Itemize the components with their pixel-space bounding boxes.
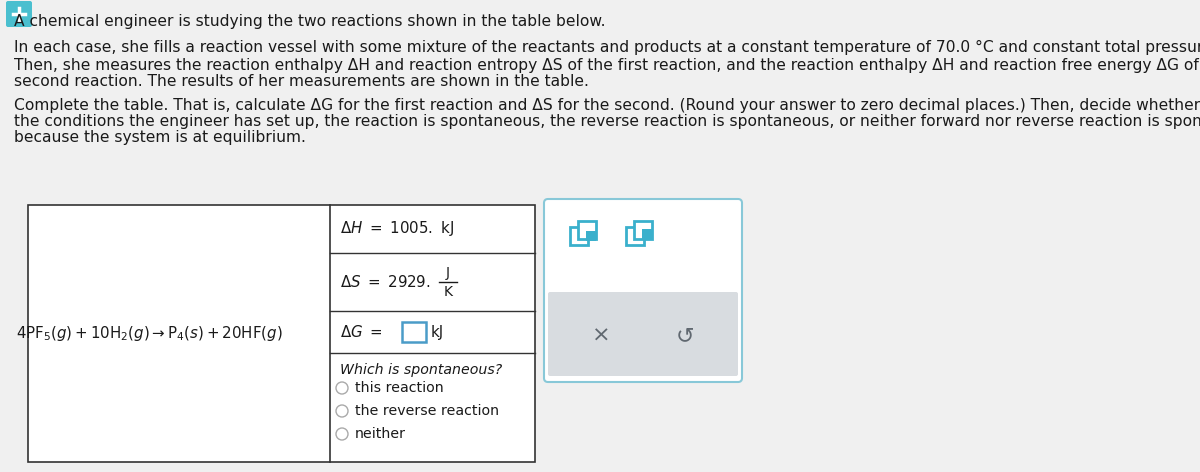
Text: ×: × — [592, 326, 611, 346]
Text: second reaction. The results of her measurements are shown in the table.: second reaction. The results of her meas… — [14, 74, 589, 89]
Text: J: J — [446, 266, 450, 280]
Text: $\Delta S\ =\ 2929.$: $\Delta S\ =\ 2929.$ — [340, 274, 431, 290]
Bar — [586, 231, 596, 241]
Bar — [402, 322, 426, 342]
Bar — [570, 227, 588, 245]
Text: this reaction: this reaction — [355, 381, 444, 395]
Text: ↺: ↺ — [676, 326, 694, 346]
Bar — [634, 221, 652, 239]
Circle shape — [336, 428, 348, 440]
Text: Complete the table. That is, calculate ΔG for the first reaction and ΔS for the : Complete the table. That is, calculate Δ… — [14, 98, 1200, 113]
Text: because the system is at equilibrium.: because the system is at equilibrium. — [14, 130, 306, 145]
Text: Which is spontaneous?: Which is spontaneous? — [340, 363, 503, 377]
Bar — [626, 227, 644, 245]
Text: In each case, she fills a reaction vessel with some mixture of the reactants and: In each case, she fills a reaction vesse… — [14, 40, 1200, 55]
Text: the reverse reaction: the reverse reaction — [355, 404, 499, 418]
Text: the conditions the engineer has set up, the reaction is spontaneous, the reverse: the conditions the engineer has set up, … — [14, 114, 1200, 129]
Circle shape — [336, 405, 348, 417]
Text: Then, she measures the reaction enthalpy ΔH and reaction entropy ΔS of the first: Then, she measures the reaction enthalpy… — [14, 58, 1200, 73]
FancyBboxPatch shape — [544, 199, 742, 382]
Bar — [642, 229, 652, 239]
Text: $4\mathrm{PF}_5(g) + 10\mathrm{H}_2(g) \rightarrow \mathrm{P}_4(s) + 20\mathrm{H: $4\mathrm{PF}_5(g) + 10\mathrm{H}_2(g) \… — [16, 324, 283, 343]
Text: A chemical engineer is studying the two reactions shown in the table below.: A chemical engineer is studying the two … — [14, 14, 606, 29]
Text: $\Delta H\ =\ 1005.\ \mathrm{kJ}$: $\Delta H\ =\ 1005.\ \mathrm{kJ}$ — [340, 219, 454, 238]
Circle shape — [336, 382, 348, 394]
Bar — [28, 205, 535, 462]
Text: kJ: kJ — [431, 325, 444, 339]
Bar — [578, 221, 596, 239]
Text: $\Delta G\ =$: $\Delta G\ =$ — [340, 324, 383, 340]
FancyBboxPatch shape — [6, 1, 32, 27]
Text: neither: neither — [355, 427, 406, 441]
Text: K: K — [444, 285, 452, 299]
FancyBboxPatch shape — [548, 292, 738, 376]
